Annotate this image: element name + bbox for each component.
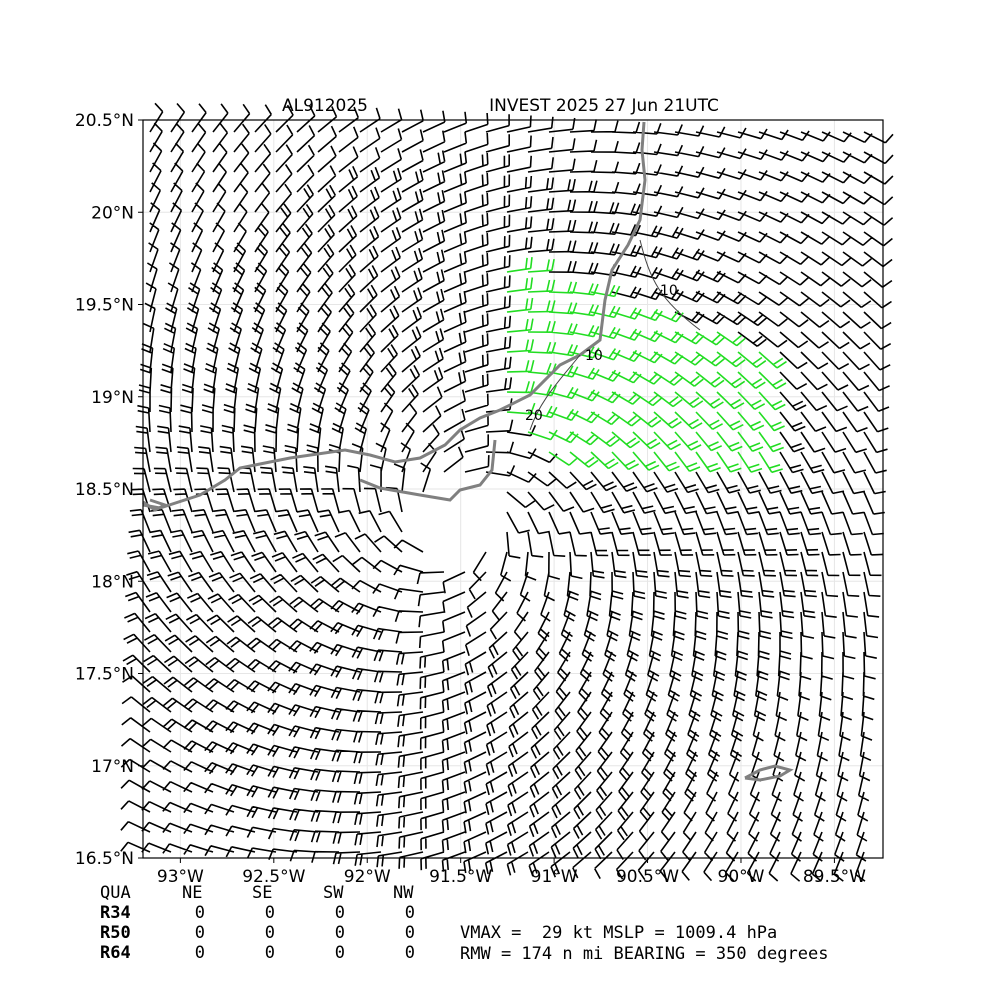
table-cell: R34	[100, 903, 131, 923]
plot-frame	[142, 119, 884, 859]
y-tick-label: 17.5°N	[75, 665, 134, 685]
table-header: SW	[323, 883, 344, 903]
x-tick-label: 91°W	[531, 867, 578, 887]
table-cell: 0	[335, 903, 345, 923]
x-tick-label: 90°W	[718, 867, 765, 887]
table-cell: 0	[405, 943, 415, 963]
x-tick-label: 89.5°W	[803, 867, 866, 887]
wind-barbs	[120, 102, 894, 882]
table-cell: 0	[335, 923, 345, 943]
contour-label: 10	[660, 283, 678, 299]
y-tick-label: 20.5°N	[75, 111, 134, 131]
stats-line: VMAX = 29 kt MSLP = 1009.4 hPa	[460, 923, 777, 943]
x-tick-label: 91.5°W	[429, 867, 492, 887]
x-tick-label: 92°W	[344, 867, 391, 887]
table-cell: 0	[195, 943, 205, 963]
title-left: AL912025	[282, 96, 368, 116]
y-tick-label: 17°N	[91, 757, 134, 777]
table-header: QUA	[100, 883, 131, 903]
title-right: INVEST 2025 27 Jun 21UTC	[489, 96, 719, 116]
table-cell: 0	[405, 923, 415, 943]
coastline	[142, 121, 647, 510]
table-cell: R64	[100, 943, 131, 963]
table-header: NW	[393, 883, 414, 903]
x-tick-label: 93°W	[157, 867, 204, 887]
table-cell: 0	[265, 943, 275, 963]
table-cell: 0	[195, 923, 205, 943]
table-cell: 0	[265, 923, 275, 943]
table-cell: 0	[265, 903, 275, 923]
table-cell: R50	[100, 923, 131, 943]
table-cell: 0	[195, 903, 205, 923]
contour-label: 10	[585, 348, 603, 364]
y-tick-label: 19.5°N	[75, 296, 134, 316]
contour	[529, 239, 701, 431]
contour-label: 20	[525, 408, 543, 424]
y-tick-label: 18°N	[91, 572, 134, 592]
y-tick-label: 18.5°N	[75, 480, 134, 500]
x-tick-label: 90.5°W	[616, 867, 679, 887]
table-header: NE	[182, 883, 202, 903]
coastline	[744, 764, 794, 782]
coastline	[359, 439, 497, 502]
table-cell: 0	[335, 943, 345, 963]
coastline	[142, 498, 169, 512]
y-tick-label: 16.5°N	[75, 849, 134, 869]
table-cell: 0	[405, 903, 415, 923]
table-header: SE	[252, 883, 272, 903]
stats-line: RMW = 174 n mi BEARING = 350 degrees	[460, 944, 828, 964]
x-tick-label: 92.5°W	[242, 867, 305, 887]
y-tick-label: 19°N	[91, 388, 134, 408]
y-tick-label: 20°N	[91, 203, 134, 223]
wind-barbs-strong	[506, 257, 787, 474]
